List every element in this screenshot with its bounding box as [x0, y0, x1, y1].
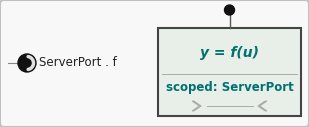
Text: ServerPort . f: ServerPort . f	[39, 57, 117, 69]
Circle shape	[18, 54, 36, 72]
Polygon shape	[258, 101, 267, 111]
Text: scoped: ServerPort: scoped: ServerPort	[166, 82, 293, 94]
Text: y = f(u): y = f(u)	[200, 46, 259, 60]
FancyBboxPatch shape	[158, 28, 301, 116]
Circle shape	[225, 5, 235, 15]
Polygon shape	[192, 101, 201, 111]
